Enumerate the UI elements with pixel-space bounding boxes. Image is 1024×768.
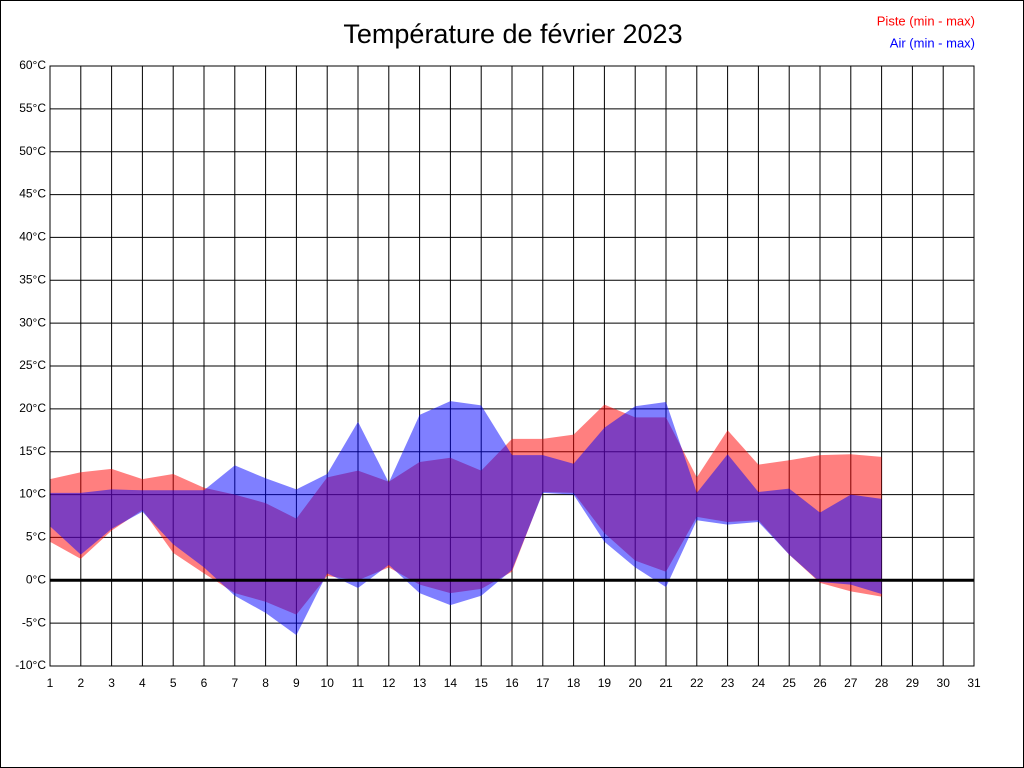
x-tick-label: 31 xyxy=(967,676,981,690)
x-tick-label: 17 xyxy=(536,676,550,690)
x-tick-label: 15 xyxy=(475,676,489,690)
y-tick-label: 10°C xyxy=(19,487,46,501)
x-tick-label: 5 xyxy=(170,676,177,690)
y-tick-label: 45°C xyxy=(19,187,46,201)
x-tick-label: 7 xyxy=(231,676,238,690)
x-tick-label: 26 xyxy=(813,676,827,690)
x-tick-label: 19 xyxy=(598,676,612,690)
x-tick-label: 9 xyxy=(293,676,300,690)
x-tick-label: 21 xyxy=(659,676,673,690)
x-tick-label: 12 xyxy=(382,676,396,690)
x-tick-label: 20 xyxy=(629,676,643,690)
x-tick-label: 1 xyxy=(47,676,54,690)
x-tick-label: 13 xyxy=(413,676,427,690)
x-tick-label: 16 xyxy=(505,676,519,690)
x-tick-label: 10 xyxy=(321,676,335,690)
x-tick-label: 28 xyxy=(875,676,889,690)
x-tick-label: 6 xyxy=(201,676,208,690)
y-tick-label: -5°C xyxy=(22,615,46,629)
plot-border xyxy=(49,65,975,667)
y-tick-label: 50°C xyxy=(19,144,46,158)
x-tick-label: 8 xyxy=(262,676,269,690)
x-tick-label: 25 xyxy=(783,676,797,690)
x-tick-label: 18 xyxy=(567,676,581,690)
y-tick-label: 15°C xyxy=(19,444,46,458)
x-tick-label: 2 xyxy=(77,676,84,690)
range-area xyxy=(50,401,882,636)
y-tick-label: 30°C xyxy=(19,315,46,329)
chart-title: Température de février 2023 xyxy=(343,19,682,49)
y-tick-label: 5°C xyxy=(26,530,46,544)
x-tick-label: 30 xyxy=(937,676,951,690)
x-tick-label: 22 xyxy=(690,676,704,690)
x-tick-label: 23 xyxy=(721,676,735,690)
y-tick-label: 0°C xyxy=(26,572,46,586)
y-tick-label: 25°C xyxy=(19,358,46,372)
y-tick-label: 60°C xyxy=(19,58,46,72)
y-tick-label: -10°C xyxy=(15,658,46,672)
x-tick-label: 11 xyxy=(352,676,365,690)
x-tick-label: 29 xyxy=(906,676,920,690)
x-tick-label: 27 xyxy=(844,676,858,690)
y-tick-label: 55°C xyxy=(19,101,46,115)
x-tick-label: 3 xyxy=(108,676,115,690)
y-tick-label: 40°C xyxy=(19,230,46,244)
y-tick-label: 35°C xyxy=(19,272,46,286)
x-tick-label: 14 xyxy=(444,676,458,690)
legend-entry: Air (min - max) xyxy=(890,35,975,50)
y-tick-label: 20°C xyxy=(19,401,46,415)
x-tick-label: 4 xyxy=(139,676,146,690)
legend-entry: Piste (min - max) xyxy=(877,13,975,28)
x-tick-label: 24 xyxy=(752,676,766,690)
